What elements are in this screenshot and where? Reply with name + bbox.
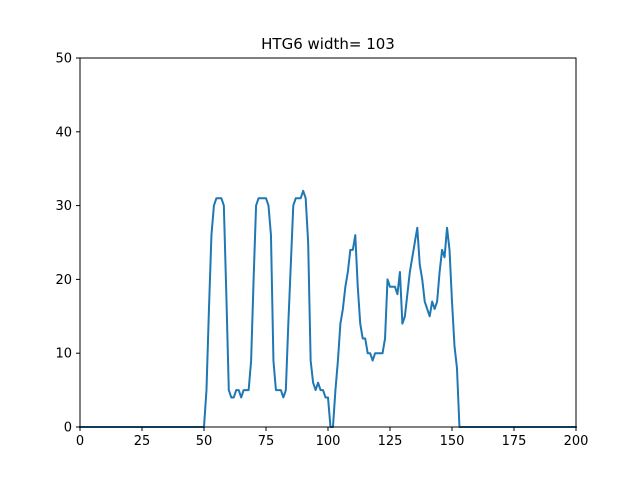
x-tick-label: 100 <box>316 434 341 449</box>
x-tick-label: 50 <box>196 434 213 449</box>
y-tick-label: 30 <box>55 199 72 214</box>
x-tick-label: 150 <box>440 434 465 449</box>
y-tick-label: 20 <box>55 273 72 288</box>
x-tick-label: 200 <box>564 434 589 449</box>
x-tick-label: 0 <box>76 434 84 449</box>
y-tick-label: 50 <box>55 52 72 67</box>
chart-title: HTG6 width= 103 <box>261 35 395 53</box>
y-tick-label: 0 <box>64 421 72 436</box>
y-tick-label: 10 <box>55 347 72 362</box>
x-tick-label: 125 <box>378 434 403 449</box>
x-tick-label: 175 <box>502 434 527 449</box>
y-tick-label: 40 <box>55 125 72 140</box>
axes: 0 25 50 75 100 125 150 175 200 0 10 20 30 40 50 <box>55 52 588 450</box>
x-tick-label: 75 <box>258 434 275 449</box>
x-tick-label: 25 <box>134 434 151 449</box>
